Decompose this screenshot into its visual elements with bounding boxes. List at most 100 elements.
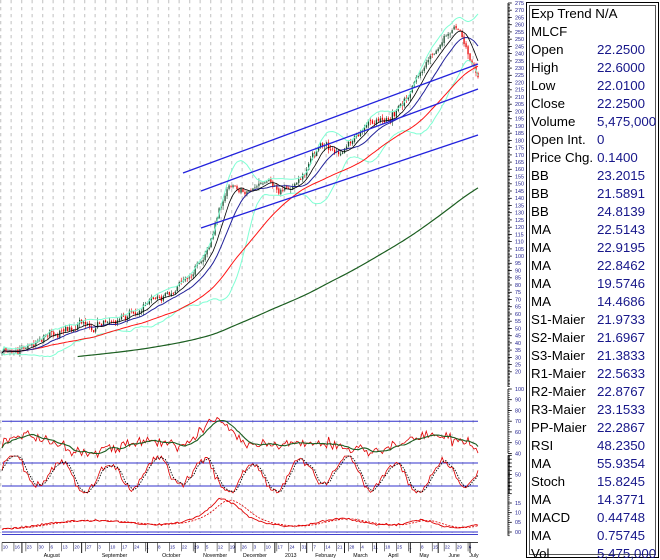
svg-text:26: 26 — [242, 544, 248, 549]
svg-text:4: 4 — [361, 544, 364, 549]
svg-text:September: September — [102, 553, 128, 559]
svg-text:80: 80 — [515, 408, 521, 414]
svg-text:235: 235 — [515, 59, 524, 65]
svg-text:240: 240 — [515, 52, 524, 58]
svg-text:100: 100 — [515, 387, 524, 393]
svg-text:25: 25 — [397, 544, 403, 549]
svg-text:275: 275 — [515, 1, 524, 7]
svg-text:24: 24 — [134, 544, 140, 549]
svg-text:70: 70 — [515, 419, 521, 425]
svg-text:21: 21 — [337, 544, 343, 549]
svg-text:90: 90 — [515, 398, 521, 404]
svg-text:30: 30 — [515, 355, 521, 361]
svg-text:255: 255 — [515, 30, 524, 36]
svg-text:31: 31 — [301, 544, 307, 549]
svg-text:10: 10 — [3, 544, 9, 549]
svg-text:14: 14 — [325, 544, 331, 549]
svg-text:August: August — [44, 553, 61, 559]
svg-text:205: 205 — [515, 102, 524, 108]
svg-text:210: 210 — [515, 95, 524, 101]
svg-text:8: 8 — [158, 544, 161, 549]
svg-text:50: 50 — [515, 326, 521, 332]
svg-text:130: 130 — [515, 211, 524, 217]
svg-text:245: 245 — [515, 44, 524, 50]
svg-text:March: March — [353, 553, 368, 559]
svg-text:10: 10 — [266, 544, 272, 549]
svg-text:February: February — [315, 553, 336, 559]
svg-text:150: 150 — [515, 182, 524, 188]
svg-text:15: 15 — [170, 544, 176, 549]
svg-text:225: 225 — [515, 73, 524, 79]
svg-text:45: 45 — [515, 334, 521, 340]
svg-text:13: 13 — [62, 544, 68, 549]
svg-text:19: 19 — [230, 544, 236, 549]
svg-text:100: 100 — [515, 254, 524, 260]
svg-text:20: 20 — [74, 544, 80, 549]
svg-text:50: 50 — [515, 472, 521, 478]
svg-text:15: 15 — [515, 501, 521, 507]
svg-text:40: 40 — [515, 451, 521, 457]
svg-text:20: 20 — [515, 370, 521, 376]
svg-text:180: 180 — [515, 138, 524, 144]
svg-text:11: 11 — [373, 544, 378, 549]
svg-text:190: 190 — [515, 124, 524, 130]
svg-text:05: 05 — [515, 520, 521, 526]
svg-text:60: 60 — [515, 312, 521, 318]
svg-text:140: 140 — [515, 196, 524, 202]
svg-text:10: 10 — [515, 511, 521, 517]
svg-text:170: 170 — [515, 153, 524, 159]
svg-text:5: 5 — [206, 544, 209, 549]
svg-text:90: 90 — [515, 269, 521, 275]
svg-text:23: 23 — [27, 544, 33, 549]
svg-text:165: 165 — [515, 160, 524, 166]
svg-text:15: 15 — [433, 544, 439, 549]
svg-text:55: 55 — [515, 319, 521, 325]
svg-text:17: 17 — [122, 544, 128, 549]
svg-text:June: June — [448, 553, 459, 559]
svg-text:200: 200 — [515, 109, 524, 115]
svg-text:22: 22 — [445, 544, 451, 549]
svg-text:November: November — [203, 553, 227, 559]
svg-text:250: 250 — [515, 37, 524, 43]
svg-text:155: 155 — [515, 175, 524, 181]
svg-text:July: July — [469, 553, 479, 559]
svg-text:00: 00 — [515, 530, 521, 536]
svg-text:27: 27 — [86, 544, 92, 549]
svg-text:17: 17 — [278, 544, 284, 549]
svg-text:230: 230 — [515, 66, 524, 72]
svg-text:25: 25 — [515, 363, 521, 369]
svg-text:29: 29 — [457, 544, 463, 549]
svg-text:22: 22 — [182, 544, 188, 549]
svg-text:30: 30 — [39, 544, 45, 549]
svg-text:75: 75 — [515, 290, 521, 296]
svg-text:60: 60 — [515, 430, 521, 436]
svg-text:70: 70 — [515, 297, 521, 303]
svg-text:December: December — [243, 553, 267, 559]
svg-text:220: 220 — [515, 80, 524, 86]
svg-text:3: 3 — [98, 544, 101, 549]
svg-text:May: May — [419, 553, 429, 559]
svg-text:125: 125 — [515, 218, 524, 224]
svg-text:80: 80 — [515, 283, 521, 289]
svg-text:6: 6 — [51, 544, 54, 549]
svg-text:12: 12 — [218, 544, 224, 549]
svg-text:April: April — [388, 553, 398, 559]
svg-text:16: 16 — [15, 544, 21, 549]
svg-text:105: 105 — [515, 247, 524, 253]
svg-text:40: 40 — [515, 341, 521, 347]
svg-text:110: 110 — [515, 240, 524, 246]
svg-text:115: 115 — [515, 232, 524, 238]
svg-text:8: 8 — [421, 544, 424, 549]
svg-text:185: 185 — [515, 131, 524, 137]
svg-text:18: 18 — [385, 544, 391, 549]
svg-text:65: 65 — [515, 305, 521, 311]
svg-text:50: 50 — [515, 441, 521, 447]
svg-text:95: 95 — [515, 261, 521, 267]
svg-text:35: 35 — [515, 348, 521, 354]
svg-text:160: 160 — [515, 167, 524, 173]
svg-text:2013: 2013 — [285, 553, 297, 559]
svg-text:135: 135 — [515, 203, 524, 209]
svg-text:265: 265 — [515, 15, 524, 21]
svg-text:October: October — [162, 553, 181, 559]
svg-text:7: 7 — [313, 544, 316, 549]
